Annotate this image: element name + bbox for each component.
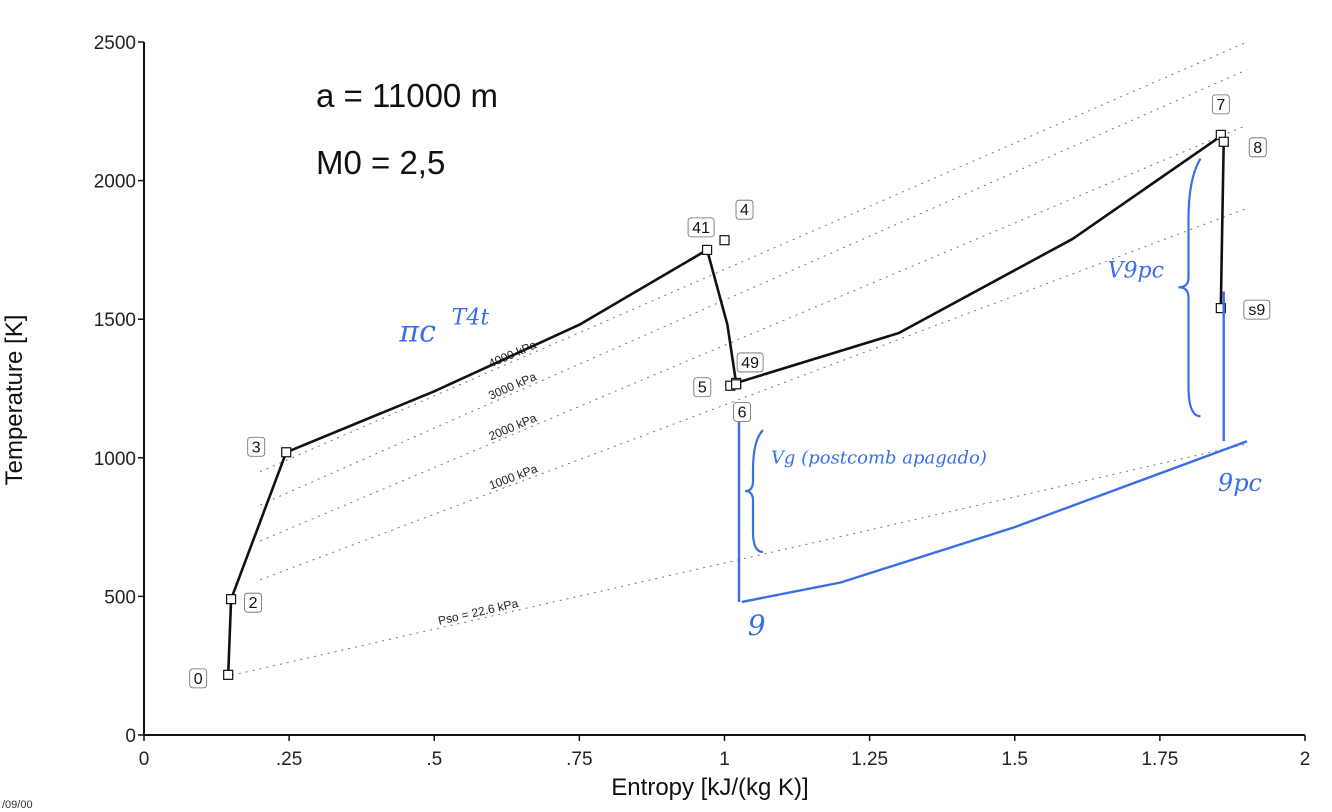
x-tick-label: 1.25 <box>851 749 888 770</box>
state-marker <box>1215 303 1226 314</box>
state-label: 5 <box>698 380 707 397</box>
state-label-box <box>693 377 712 398</box>
y-tick-label: 1500 <box>94 310 136 331</box>
state-marker <box>701 244 713 255</box>
isobar-line <box>259 207 1248 581</box>
x-axis-title: Entropy [kJ/(kg K)] <box>611 774 808 801</box>
isobar-line <box>225 443 1248 678</box>
footer-date: /09/00 <box>2 799 33 811</box>
x-tick-label: 1.75 <box>1141 749 1178 770</box>
state-marker <box>281 447 292 458</box>
y-tick-label: 0 <box>125 726 136 747</box>
isobar-line <box>259 41 1248 473</box>
state-label-box <box>735 199 754 220</box>
isobar-line <box>259 69 1248 506</box>
y-tick-label: 2500 <box>94 33 136 54</box>
inset-box <box>208 48 578 178</box>
state-marker <box>223 669 234 680</box>
cycle-line <box>226 134 1225 675</box>
handwritten-annotations: πc T4t Vg (postcomb apagado) V9pc 9pc 9 <box>398 157 1262 642</box>
state-label-box <box>1243 299 1271 320</box>
x-tick-label: .25 <box>276 749 302 770</box>
state-marker <box>731 379 742 390</box>
handwritten-label: πc <box>398 314 436 349</box>
state-points: 0 2 3 41 4 49 5 6 7 8 s9 <box>189 94 1271 689</box>
line-9-to-9pc <box>741 440 1248 604</box>
handwritten-label: 9 <box>748 609 766 642</box>
state-label: 0 <box>194 671 203 688</box>
y-tick-label: 2000 <box>94 172 136 193</box>
state-label-box <box>247 436 266 457</box>
state-label: 2 <box>249 595 258 612</box>
state-label: 49 <box>741 355 759 372</box>
x-tick-label: .5 <box>426 749 442 770</box>
handwritten-label: V9pc <box>1108 259 1164 284</box>
altitude-label: a = 11000 m <box>316 77 498 114</box>
x-tick-label: 1 <box>719 749 730 770</box>
handwritten-label: 9pc <box>1218 469 1262 497</box>
state-label: 8 <box>1253 140 1262 157</box>
isobar-label: 1000 kPa <box>487 461 540 492</box>
state-marker <box>719 235 730 246</box>
state-label: 4 <box>740 202 749 219</box>
v9pc-brace <box>1178 157 1202 418</box>
state-label-box <box>687 217 715 238</box>
y-tick-label: 1000 <box>94 449 136 470</box>
state-label: 6 <box>738 404 747 421</box>
x-tick-label: 1.5 <box>1002 749 1028 770</box>
x-tick-label: .75 <box>566 749 592 770</box>
x-tick-label: 0 <box>139 749 150 770</box>
state-label: 3 <box>252 439 261 456</box>
state-label: 7 <box>1216 97 1225 114</box>
mach-label: M0 = 2,5 <box>316 144 445 181</box>
state-marker <box>225 594 237 605</box>
state-label-box <box>189 668 208 689</box>
handwritten-label: T4t <box>452 306 490 331</box>
state-label-box <box>733 401 752 422</box>
isobar-label: Pso = 22.6 kPa <box>437 596 520 628</box>
y-axis-title: Temperature [K] <box>1 315 28 486</box>
tick-labels: 0.25.5.75 1 1.25 1.5 1.75 2050010001500200025… <box>94 33 1311 770</box>
handwritten-label: Vg (postcomb apagado) <box>771 447 987 468</box>
axes <box>138 41 1306 741</box>
state-label-box <box>1248 137 1267 158</box>
cycle-path <box>226 134 1225 675</box>
vg-brace <box>744 429 764 554</box>
state-label-box <box>736 352 764 373</box>
state-label: 41 <box>692 220 710 237</box>
state-label-box <box>1211 94 1230 115</box>
state-marker <box>1218 136 1229 147</box>
y-tick-label: 500 <box>104 587 136 608</box>
state-label: s9 <box>1248 302 1265 319</box>
x-tick-label: 2 <box>1300 749 1311 770</box>
state-label-box <box>244 592 262 613</box>
